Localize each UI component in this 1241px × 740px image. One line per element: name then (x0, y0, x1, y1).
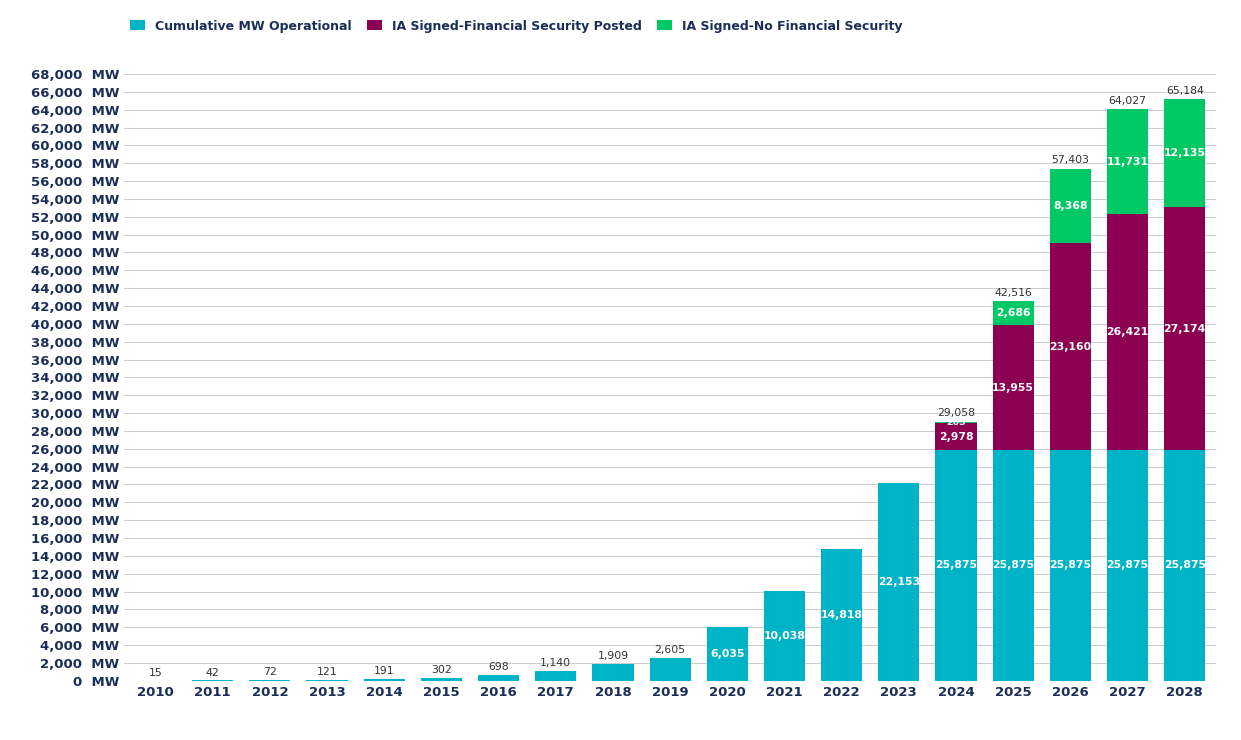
Bar (421, 678, 462, 681)
Text: 15: 15 (149, 668, 163, 678)
Text: 2,605: 2,605 (654, 645, 686, 655)
Bar (706, 627, 748, 681)
Text: 25,875: 25,875 (1164, 560, 1206, 571)
Text: 8,368: 8,368 (1054, 201, 1087, 211)
Legend: Cumulative MW Operational, IA Signed-Financial Security Posted, IA Signed-No Fin: Cumulative MW Operational, IA Signed-Fin… (130, 19, 902, 33)
Text: 25,875: 25,875 (1107, 560, 1149, 571)
Text: 11,731: 11,731 (1107, 157, 1149, 166)
Text: 72: 72 (263, 667, 277, 678)
Text: 57,403: 57,403 (1051, 155, 1090, 166)
Text: 6,035: 6,035 (710, 649, 745, 659)
Text: 10,038: 10,038 (763, 631, 805, 641)
Bar (364, 679, 405, 681)
Text: 698: 698 (488, 662, 509, 672)
Bar (1107, 214, 1148, 450)
Text: 27,174: 27,174 (1164, 323, 1206, 334)
Bar (1050, 450, 1091, 681)
Bar (478, 675, 519, 681)
Bar (993, 450, 1034, 681)
Bar (993, 301, 1034, 326)
Bar (1164, 450, 1205, 681)
Text: 14,818: 14,818 (820, 610, 862, 619)
Text: 23,160: 23,160 (1050, 342, 1091, 351)
Text: 42: 42 (206, 667, 220, 678)
Bar (592, 664, 634, 681)
Text: 2,686: 2,686 (995, 309, 1030, 318)
Text: 25,875: 25,875 (1050, 560, 1091, 571)
Bar (936, 450, 977, 681)
Bar (649, 658, 691, 681)
Text: 64,027: 64,027 (1108, 96, 1147, 107)
Text: 26,421: 26,421 (1107, 327, 1149, 337)
Bar (1164, 99, 1205, 207)
Text: 302: 302 (431, 665, 452, 676)
Bar (1164, 207, 1205, 450)
Bar (1107, 110, 1148, 214)
Bar (1050, 169, 1091, 243)
Bar (307, 680, 347, 681)
Text: 1,140: 1,140 (540, 658, 571, 668)
Bar (993, 326, 1034, 450)
Text: 205: 205 (946, 418, 965, 427)
Bar (535, 670, 576, 681)
Bar (879, 483, 920, 681)
Text: 13,955: 13,955 (993, 383, 1034, 393)
Text: 25,875: 25,875 (934, 560, 977, 571)
Text: 2,978: 2,978 (938, 431, 973, 442)
Text: 25,875: 25,875 (993, 560, 1034, 571)
Bar (1050, 243, 1091, 450)
Text: 42,516: 42,516 (994, 289, 1033, 298)
Text: 29,058: 29,058 (937, 408, 975, 418)
Bar (1107, 450, 1148, 681)
Text: 191: 191 (374, 667, 395, 676)
Bar (936, 422, 977, 423)
Text: 12,135: 12,135 (1164, 148, 1206, 158)
Bar (764, 591, 805, 681)
Text: 1,909: 1,909 (597, 651, 628, 661)
Text: 22,153: 22,153 (877, 577, 920, 587)
Text: 65,184: 65,184 (1165, 86, 1204, 96)
Bar (936, 423, 977, 450)
Bar (822, 548, 862, 681)
Text: 121: 121 (316, 667, 338, 677)
